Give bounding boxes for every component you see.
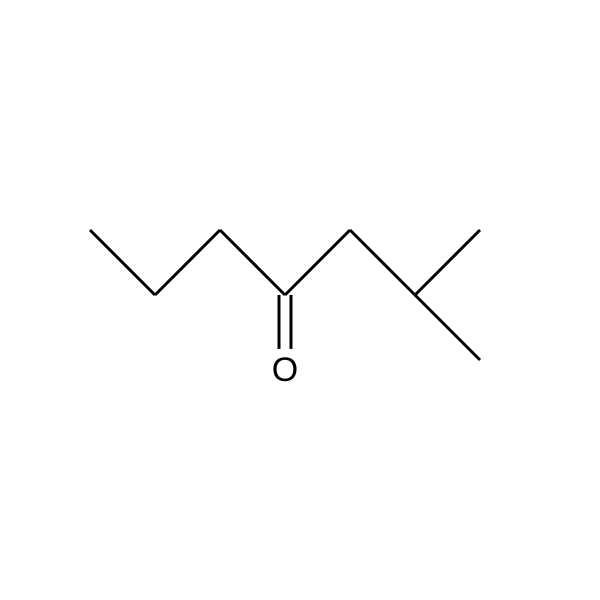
bond xyxy=(285,230,350,295)
molecule-diagram: O xyxy=(0,0,600,600)
bond-double xyxy=(279,295,291,349)
bond xyxy=(90,230,155,295)
bond xyxy=(220,230,285,295)
bond xyxy=(415,230,480,295)
bond xyxy=(350,230,415,295)
atom-label-o: O xyxy=(272,351,298,389)
bonds-layer xyxy=(90,230,480,360)
bond xyxy=(155,230,220,295)
bond xyxy=(415,295,480,360)
atoms-layer: O xyxy=(272,351,298,389)
